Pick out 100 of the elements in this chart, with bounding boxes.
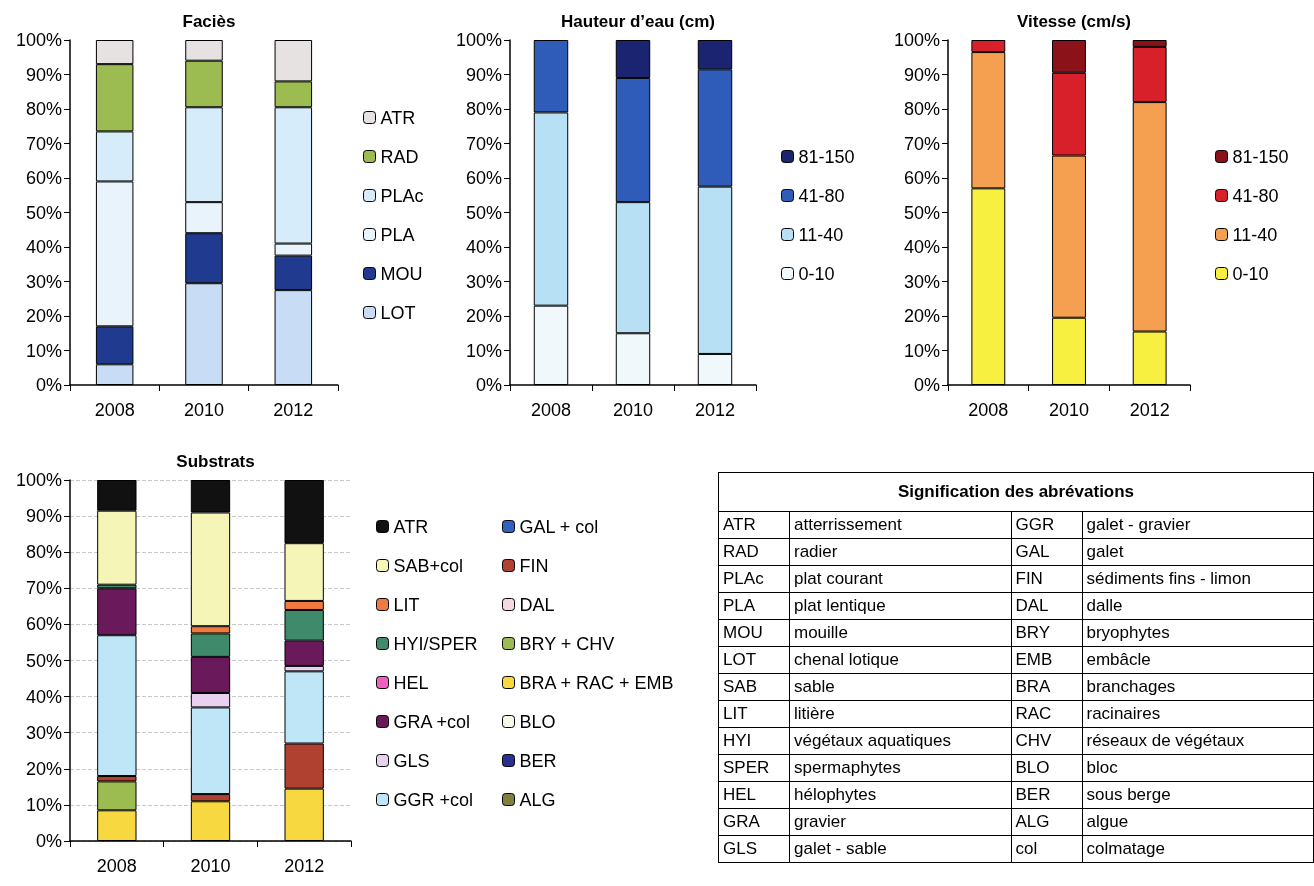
text: plat lentique — [789, 592, 1011, 620]
legend-label: GLS — [393, 750, 430, 771]
x-tick-label: 2010 — [1048, 400, 1090, 420]
legend-label: ATR — [393, 516, 429, 537]
y-tick-label: 20% — [465, 306, 502, 326]
y-tick-label: 90% — [903, 64, 940, 85]
legend-label: LOT — [380, 302, 416, 323]
text: GLS — [718, 835, 790, 863]
text: chenal lotique — [789, 646, 1011, 674]
legend-label: 0-10 — [1232, 263, 1269, 284]
y-tick-label: 10% — [25, 340, 62, 361]
y-tick-label: 50% — [25, 650, 62, 671]
text: mouille — [789, 619, 1011, 647]
legend-label: BLO — [519, 711, 556, 732]
y-tick-label: 100% — [893, 30, 940, 50]
y-tick-label: 80% — [25, 99, 62, 119]
text: atterrissement — [789, 511, 1011, 539]
x-tick-label: 2010 — [612, 400, 654, 420]
legend-label: 0-10 — [798, 263, 835, 284]
text: CHV — [1011, 727, 1082, 755]
text: embâcle — [1082, 646, 1314, 674]
legend-label: LIT — [393, 594, 420, 615]
text: HEL — [718, 781, 790, 809]
y-tick-label: 100% — [15, 30, 62, 50]
y-tick-label: 90% — [465, 64, 502, 85]
legend-label: BER — [519, 750, 557, 771]
x-tick-label: 2008 — [96, 856, 137, 876]
x-tick-label: 2012 — [1129, 400, 1170, 420]
legend-label: 41-80 — [1232, 185, 1279, 206]
y-tick-label: 80% — [25, 542, 62, 563]
legend-label: 41-80 — [798, 185, 845, 206]
x-tick-label: 2010 — [190, 856, 231, 876]
text: galet - gravier — [1082, 511, 1314, 539]
legend-label: BRA + RAC + EMB — [519, 672, 674, 693]
text: réseaux de végétaux — [1082, 727, 1314, 755]
text: branchages — [1082, 673, 1314, 701]
chart-title: Faciès — [182, 12, 236, 31]
text: BRY — [1011, 619, 1082, 647]
y-tick-label: 30% — [465, 271, 502, 292]
y-tick-label: 0% — [475, 375, 502, 395]
x-tick-label: 2008 — [530, 400, 572, 420]
y-tick-label: 50% — [25, 202, 62, 223]
y-tick-label: 0% — [35, 375, 62, 395]
text: GRA — [718, 808, 790, 836]
y-tick-label: 30% — [903, 271, 940, 292]
legend-label: FIN — [519, 555, 549, 576]
y-tick-label: 70% — [25, 133, 62, 154]
text: PLA — [718, 592, 790, 620]
text: spermaphytes — [789, 754, 1011, 782]
legend-label: RAD — [380, 146, 419, 167]
legend-label: MOU — [380, 263, 423, 284]
y-tick-label: 50% — [465, 202, 502, 223]
text: galet — [1082, 538, 1314, 566]
y-tick-label: 40% — [25, 686, 62, 707]
y-tick-label: 20% — [25, 758, 62, 779]
x-tick-label: 2010 — [183, 400, 225, 420]
text: plat courant — [789, 565, 1011, 593]
x-tick-label: 2012 — [284, 856, 325, 876]
text: litière — [789, 700, 1011, 728]
legend-label: 81-150 — [798, 146, 855, 167]
legend-label: BRY + CHV — [519, 633, 615, 654]
y-tick-label: 80% — [465, 99, 502, 119]
legend-label: DAL — [519, 594, 555, 615]
y-tick-label: 70% — [25, 578, 62, 599]
y-tick-label: 100% — [15, 470, 62, 490]
legend-label: GGR +col — [393, 789, 474, 810]
text: DAL — [1011, 592, 1082, 620]
x-tick-label: 2012 — [273, 400, 314, 420]
x-tick-label: 2008 — [968, 400, 1009, 420]
y-tick-label: 20% — [25, 306, 62, 326]
text: gravier — [789, 808, 1011, 836]
legend-label: ALG — [519, 789, 556, 810]
text: BER — [1011, 781, 1082, 809]
text: galet - sable — [789, 835, 1011, 863]
text: algue — [1082, 808, 1314, 836]
y-tick-label: 50% — [903, 202, 940, 223]
text: RAC — [1011, 700, 1082, 728]
text: MOU — [718, 619, 790, 647]
text: RAD — [718, 538, 790, 566]
y-tick-label: 100% — [455, 30, 502, 50]
chart-title: Vitesse (cm/s) — [1016, 12, 1132, 31]
y-tick-label: 90% — [25, 506, 62, 527]
y-tick-label: 60% — [903, 168, 940, 188]
text: SAB — [718, 673, 790, 701]
text: EMB — [1011, 646, 1082, 674]
text: végétaux aquatiques — [789, 727, 1011, 755]
text: bloc — [1082, 754, 1314, 782]
text: sédiments fins - limon — [1082, 565, 1314, 593]
text: colmatage — [1082, 835, 1314, 863]
text: GGR — [1011, 511, 1082, 539]
text: LOT — [718, 646, 790, 674]
text: col — [1011, 835, 1082, 863]
legend-label: 81-150 — [1232, 146, 1289, 167]
text: sous berge — [1082, 781, 1314, 809]
text: sable — [789, 673, 1011, 701]
y-tick-label: 70% — [465, 133, 502, 154]
legend-label: HYI/SPER — [393, 633, 478, 654]
text: bryophytes — [1082, 619, 1314, 647]
x-tick-label: 2012 — [694, 400, 736, 420]
text: racinaires — [1082, 700, 1314, 728]
